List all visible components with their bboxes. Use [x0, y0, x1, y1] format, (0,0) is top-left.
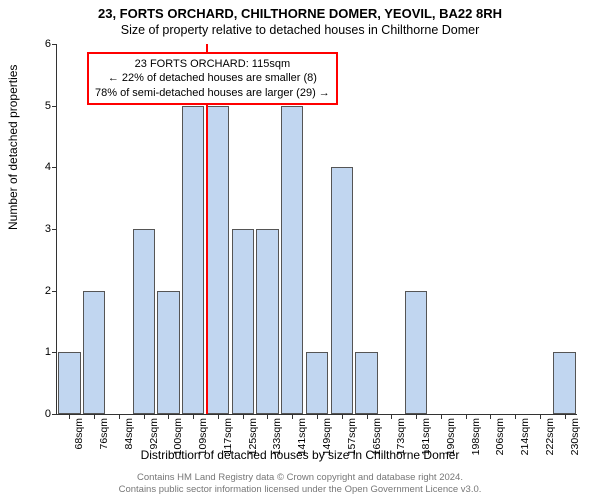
bar: [157, 291, 179, 414]
x-tick-label: 92sqm: [148, 418, 160, 450]
footer-attribution: Contains HM Land Registry data © Crown c…: [0, 472, 600, 496]
bar: [83, 291, 105, 414]
y-tick-label: 6: [45, 38, 51, 50]
bar: [331, 167, 353, 414]
bar: [207, 106, 229, 414]
bar: [281, 106, 303, 414]
footer-line-1: Contains HM Land Registry data © Crown c…: [0, 472, 600, 484]
x-tick-label: 76sqm: [98, 418, 110, 450]
x-tick-label: 84sqm: [123, 418, 135, 450]
legend-line-3: 78% of semi-detached houses are larger (…: [95, 86, 330, 100]
plot-area: 012345668sqm76sqm84sqm92sqm100sqm109sqm1…: [56, 44, 577, 415]
chart-subtitle: Size of property relative to detached ho…: [0, 21, 600, 37]
bar: [58, 352, 80, 414]
bar: [355, 352, 377, 414]
chart-title-address: 23, FORTS ORCHARD, CHILTHORNE DOMER, YEO…: [0, 0, 600, 21]
y-tick-label: 1: [45, 346, 51, 358]
bar: [232, 229, 254, 414]
y-tick-label: 0: [45, 408, 51, 420]
y-tick-label: 3: [45, 223, 51, 235]
bar: [553, 352, 575, 414]
y-tick-label: 5: [45, 100, 51, 112]
bar: [405, 291, 427, 414]
footer-line-2: Contains public sector information licen…: [0, 484, 600, 496]
bar: [133, 229, 155, 414]
bar: [256, 229, 278, 414]
y-axis-label: Number of detached properties: [6, 65, 20, 230]
bar: [182, 106, 204, 414]
y-tick-label: 4: [45, 161, 51, 173]
legend-box: 23 FORTS ORCHARD: 115sqm← 22% of detache…: [87, 52, 338, 105]
legend-line-1: 23 FORTS ORCHARD: 115sqm: [95, 57, 330, 71]
chart-container: 23, FORTS ORCHARD, CHILTHORNE DOMER, YEO…: [0, 0, 600, 500]
legend-line-2: ← 22% of detached houses are smaller (8): [95, 71, 330, 85]
x-tick-label: 68sqm: [73, 418, 85, 450]
y-tick-label: 2: [45, 285, 51, 297]
x-axis-label: Distribution of detached houses by size …: [0, 448, 600, 462]
bar: [306, 352, 328, 414]
